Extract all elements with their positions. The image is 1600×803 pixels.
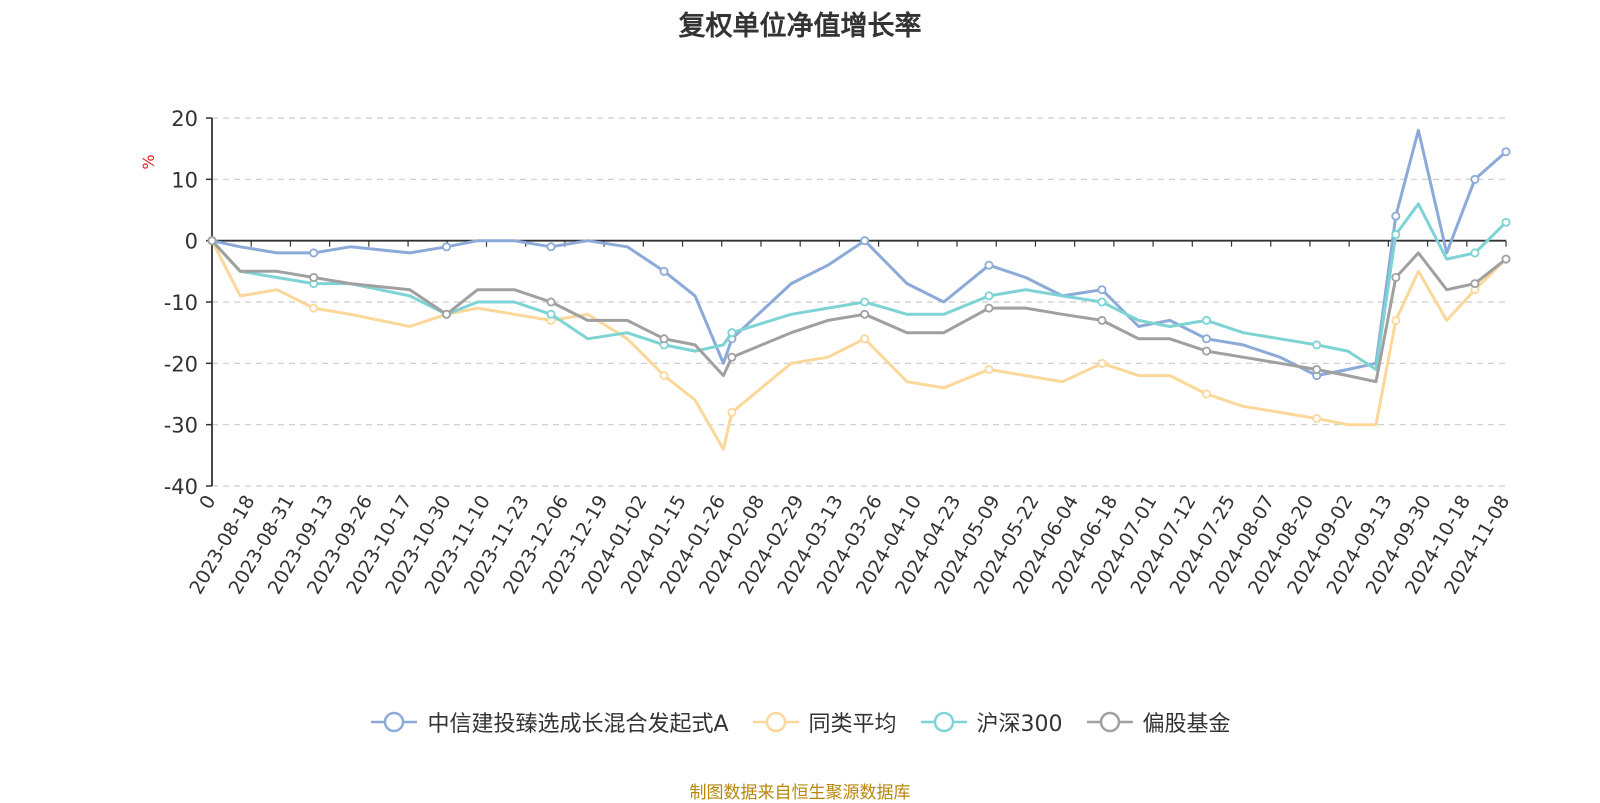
data-point [727,352,737,362]
data-point [1501,147,1511,157]
y-axis-label: % [139,154,158,169]
data-point [1202,315,1212,325]
series-layer [207,128,1511,451]
legend-item-1[interactable]: 同类平均 [751,706,897,738]
data-point [1312,364,1322,374]
data-point [984,291,994,301]
data-point [1470,174,1480,184]
data-point [659,334,669,344]
data-point [1202,334,1212,344]
data-point [442,242,452,252]
line-chart: -40-30-20-100102002023-08-182023-08-3120… [139,107,1514,598]
data-point [1097,285,1107,295]
data-point [309,303,319,313]
legend-item-2[interactable]: 沪深300 [919,706,1063,738]
data-point [1312,340,1322,350]
data-point [659,266,669,276]
data-point [860,334,870,344]
data-point [1097,315,1107,325]
data-point [860,309,870,319]
data-point [984,364,994,374]
data-point [309,272,319,282]
legend-label: 同类平均 [808,712,897,737]
legend-marker-icon [752,711,799,733]
y-tick-label: 10 [171,168,198,192]
y-tick-label: -10 [164,291,198,315]
data-point [659,371,669,381]
data-point [546,242,556,252]
data-point [207,236,217,246]
y-tick-label: 0 [185,230,198,254]
series-line-2 [210,202,1508,371]
legend: 中信建投臻选成长混合发起式A 同类平均 沪深300 偏股基金 [0,706,1600,738]
data-point [546,309,556,319]
data-point [546,297,556,307]
legend-marker-icon [371,711,418,733]
legend-marker-icon [920,711,967,733]
y-tick-label: 20 [171,107,198,131]
series-line-3 [210,239,1507,384]
y-tick-label: -40 [164,475,198,499]
data-point [1391,211,1401,221]
y-tick-label: -30 [164,414,198,438]
data-point [860,236,870,246]
series-line-0 [211,128,1507,378]
x-tick-label: 0 [195,492,220,513]
data-point [1097,358,1107,368]
legend-item-0[interactable]: 中信建投臻选成长混合发起式A [369,706,729,738]
data-point [1391,230,1401,240]
legend-label: 中信建投臻选成长混合发起式A [427,712,729,737]
legend-label: 偏股基金 [1142,712,1231,737]
data-point [860,297,870,307]
data-point [727,328,737,338]
data-point [1097,297,1107,307]
data-point [1202,389,1212,399]
legend-label: 沪深300 [976,712,1063,737]
data-point [442,309,452,319]
data-point [1202,346,1212,356]
data-point [1391,272,1401,282]
source-note: 制图数据来自恒生聚源数据库 [689,783,911,803]
data-point [984,303,994,313]
data-point [1391,315,1401,325]
data-point [1470,248,1480,258]
data-point [309,248,319,258]
data-point [727,407,737,417]
data-point [1501,217,1511,227]
legend-marker-icon [1086,711,1133,733]
legend-item-3[interactable]: 偏股基金 [1085,706,1231,738]
data-point [984,260,994,270]
data-point [1501,254,1511,264]
data-point [1470,279,1480,289]
chart-title: 复权单位净值增长率 [678,11,922,42]
y-tick-label: -20 [164,352,198,376]
data-point [1312,414,1322,424]
